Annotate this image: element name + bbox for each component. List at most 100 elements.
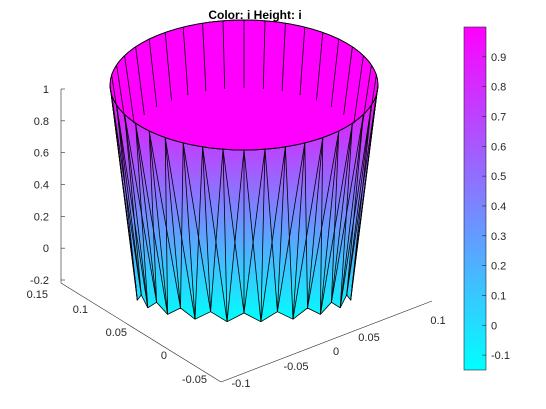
surface-mesh-line — [164, 137, 181, 309]
surface-mesh-line — [331, 130, 340, 303]
surface-mesh-line — [164, 137, 196, 320]
z-tick-label: 1 — [43, 84, 49, 96]
z-tick-group: -0.2 0 0.2 0.4 0.6 0.8 1 — [30, 84, 65, 287]
colorbar-tick-label: 0.4 — [491, 201, 506, 213]
surface-mesh-line — [277, 146, 286, 312]
x-tick-group: -0.1 -0.05 0 0.05 0.1 — [232, 315, 446, 390]
surface-inner-mesh-line — [365, 74, 377, 143]
surface-inner-mesh-line — [202, 23, 207, 92]
surface-inner-mesh-line — [299, 27, 306, 96]
surface-mesh-line — [116, 105, 142, 296]
x-tick-label: -0.05 — [283, 361, 308, 373]
x-tick-label: 0.05 — [358, 332, 379, 344]
colorbar-tick-label: 0.8 — [491, 82, 506, 94]
surface-mesh-line — [292, 142, 306, 320]
colorbar-tick-label: 0 — [491, 320, 497, 332]
surface-mesh-line — [148, 130, 168, 315]
y-tick-label: 0.05 — [106, 327, 127, 339]
surface-mesh-line — [351, 84, 379, 288]
surface-mesh-line — [210, 149, 224, 312]
surface-inner-mesh-line — [111, 74, 123, 143]
surface-inner-mesh-line — [343, 46, 353, 115]
surface-mesh-line — [264, 149, 278, 312]
surface-mesh-line — [182, 142, 196, 320]
surface-mesh-line — [135, 123, 149, 308]
surface-inner-mesh-line — [360, 64, 372, 133]
surface-inner-mesh-line — [182, 27, 189, 96]
x-axis-line — [220, 300, 433, 383]
x-tick-label: 0 — [333, 346, 339, 358]
y-tick-group: -0.05 0 0.05 0.1 0.15 — [27, 289, 207, 386]
y-tick-label: -0.05 — [182, 374, 207, 386]
surface-inner-mesh-line — [116, 64, 128, 133]
colorbar-tick-label: 0.9 — [491, 52, 506, 64]
colorbar-tick-label: 0.6 — [491, 141, 506, 153]
surface-mesh-line — [180, 142, 184, 309]
colorbar-gradient — [463, 26, 487, 371]
surface-mesh-line — [292, 137, 324, 320]
y-tick-label: 0.1 — [73, 304, 88, 316]
surface-mesh-line — [307, 130, 340, 309]
surface-mesh-line — [320, 123, 353, 315]
chart-title: Color: i Height: i — [208, 8, 301, 22]
surface-inner-mesh-line — [353, 55, 364, 124]
surface-mesh-line — [346, 95, 377, 296]
surface-inner-mesh-line — [135, 46, 145, 115]
colorbar: -0.1 0 0.1 0.2 0.3 0.4 0.5 0.6 0.7 0.8 0.9 — [463, 26, 510, 371]
surface-mesh-line — [135, 123, 157, 303]
surface-mesh-line — [202, 146, 211, 312]
surface-mesh-line — [243, 149, 266, 314]
colorbar-tick-label: 0.3 — [491, 231, 506, 243]
surface-mesh-line — [346, 114, 364, 296]
surface-inner-mesh-line — [124, 55, 135, 124]
x-tick-label: -0.1 — [232, 378, 251, 390]
surface-mesh-line — [182, 142, 211, 312]
surface-mesh-line — [243, 149, 262, 322]
surface-mesh-line — [277, 142, 306, 312]
x-tick-label: 0.1 — [430, 315, 445, 327]
surface-inner-mesh-line — [316, 32, 324, 101]
colorbar-tick-label: -0.1 — [491, 350, 510, 362]
surface-mesh-line — [339, 114, 364, 308]
z-tick-label: 0 — [43, 243, 49, 255]
y-tick-label: 0 — [161, 350, 167, 362]
colorbar-tick-label: 0.7 — [491, 111, 506, 123]
surface-mesh-line — [226, 149, 245, 322]
surface-mesh-line — [304, 142, 308, 309]
axes-3d — [60, 89, 433, 383]
surface-top-rim — [109, 19, 379, 151]
y-axis-line — [60, 282, 222, 383]
surface-mesh-line — [135, 123, 168, 315]
surface-inner-mesh-line — [164, 32, 172, 101]
surface-mesh-line — [260, 149, 266, 322]
surface-mesh-line — [285, 146, 294, 320]
surface-mesh-line — [307, 137, 324, 309]
surface-inner-mesh-line — [262, 20, 266, 89]
surface-mesh-line — [202, 146, 228, 322]
surface-mesh-line — [222, 149, 228, 322]
surface-mesh-line — [320, 130, 340, 315]
surface-mesh-line — [124, 114, 157, 303]
surface-mesh-line — [260, 146, 286, 322]
surface-mesh-line — [194, 146, 203, 320]
surface-mesh-line — [164, 137, 168, 315]
z-tick-label: 0.4 — [34, 180, 49, 192]
colorbar-tick-label: 0.5 — [491, 171, 506, 183]
surface-mesh-line — [124, 114, 142, 296]
surface-mesh-line — [331, 114, 364, 303]
y-tick-label: 0.15 — [27, 289, 48, 301]
surface-mesh-lines — [109, 19, 379, 322]
z-tick-label: 0.6 — [34, 148, 49, 160]
surface-inner-mesh-line — [148, 38, 158, 108]
surface-mesh-line — [346, 105, 372, 296]
surface-mesh-line — [116, 105, 138, 301]
surface-mesh-line — [111, 95, 138, 301]
surface-mesh-line — [222, 149, 245, 314]
colorbar-tick-label: 0.2 — [491, 261, 506, 273]
z-tick-label: 0.2 — [34, 211, 49, 223]
cylinder-surface — [109, 19, 379, 323]
colorbar-tick-group: -0.1 0 0.1 0.2 0.3 0.4 0.5 0.6 0.7 0.8 0.9 — [482, 52, 510, 362]
surface-mesh-line — [331, 123, 353, 303]
z-tick-label: 0.8 — [34, 116, 49, 128]
